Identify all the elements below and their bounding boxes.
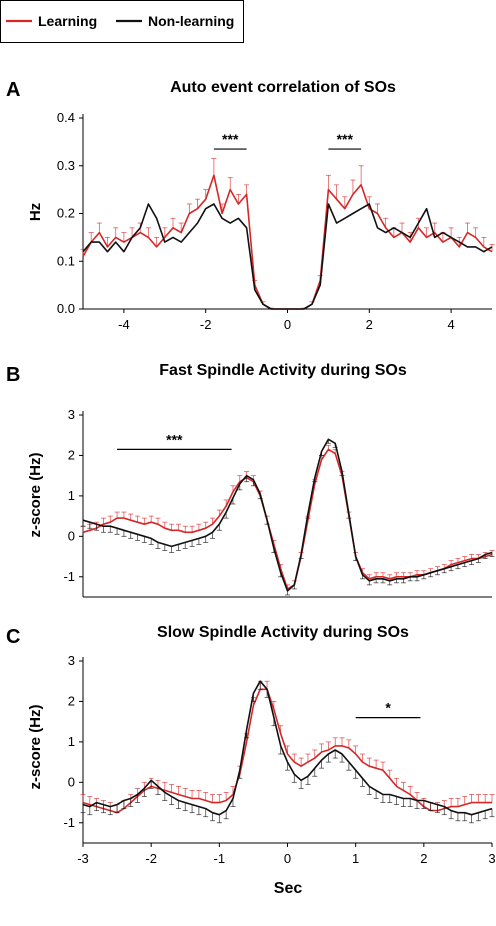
series-learning [80,680,495,814]
y-tick-label: 1 [68,734,75,749]
legend-label-learning: Learning [38,13,97,29]
y-tick-label: -1 [63,815,75,830]
ylabel-c: z-score (Hz) [27,704,44,789]
y-tick-label: 3 [68,407,75,422]
x-tick-label: 0 [284,851,291,866]
plot-area-a: 0.0 0.1 0.2 0.3 0.4 -4 -2 0 2 4 *** *** [57,110,495,332]
y-tick-label: 0 [68,528,75,543]
panel-a: A Auto event correlation of SOs Hz 0.00.… [6,79,495,332]
significance-label: *** [222,131,239,147]
x-tick-label: -3 [77,851,89,866]
panel-title-a: Auto event correlation of SOs [170,79,396,96]
panel-letter-c: C [6,626,20,648]
x-tick-label: 2 [420,851,427,866]
y-tick-label: 0 [68,774,75,789]
x-tick-label: -2 [200,317,212,332]
y-tick-label: -1 [63,569,75,584]
x-tick-label: 0 [284,317,291,332]
panel-title-b: Fast Spindle Activity during SOs [159,362,407,379]
series-line-nonlearning [82,203,493,310]
series-line-nonlearning [82,680,493,816]
panel-letter-a: A [6,79,20,101]
legend-label-nonlearning: Non-learning [148,13,234,29]
plot-area-b: -1 0 1 2 3 *** [63,407,495,598]
y-tick-label: 0.4 [57,110,75,125]
y-tick-label: 0.0 [57,301,75,316]
series-nonlearning [82,203,493,310]
x-tick-label: -2 [145,851,157,866]
series-line-learning [82,174,493,310]
plot-area-c: -1 0 1 2 3 -3 -2 -1 0 1 2 3 * [63,653,495,866]
significance-label: *** [337,131,354,147]
x-axis-label: Sec [274,880,303,897]
significance-label: *** [166,431,183,447]
x-tick-label: 1 [352,851,359,866]
x-tick-label: 3 [488,851,495,866]
panel-b: B Fast Spindle Activity during SOs z-sco… [6,362,495,598]
ylabel-a: Hz [27,203,44,221]
series-line-nonlearning [82,438,493,592]
panel-title-c: Slow Spindle Activity during SOs [157,624,409,641]
x-tick-label: 2 [366,317,373,332]
significance-label: * [385,700,391,716]
ylabel-b: z-score (Hz) [27,452,44,537]
series-learning [80,444,495,590]
series-nonlearning [80,680,495,824]
legend: Learning Non-learning [0,0,244,43]
y-tick-label: 0.1 [57,253,75,268]
y-tick-label: 0.2 [57,206,75,221]
y-tick-label: 3 [68,653,75,668]
x-tick-label: -1 [214,851,226,866]
y-tick-label: 2 [68,447,75,462]
y-tick-label: 1 [68,488,75,503]
series-learning [80,158,495,310]
x-tick-label: -4 [118,317,130,332]
x-tick-label: 4 [447,317,454,332]
panel-letter-b: B [6,364,20,386]
panel-c: C Slow Spindle Activity during SOs z-sco… [6,624,496,866]
series-nonlearning [80,438,495,596]
y-tick-label: 0.3 [57,158,75,173]
y-tick-label: 2 [68,693,75,708]
